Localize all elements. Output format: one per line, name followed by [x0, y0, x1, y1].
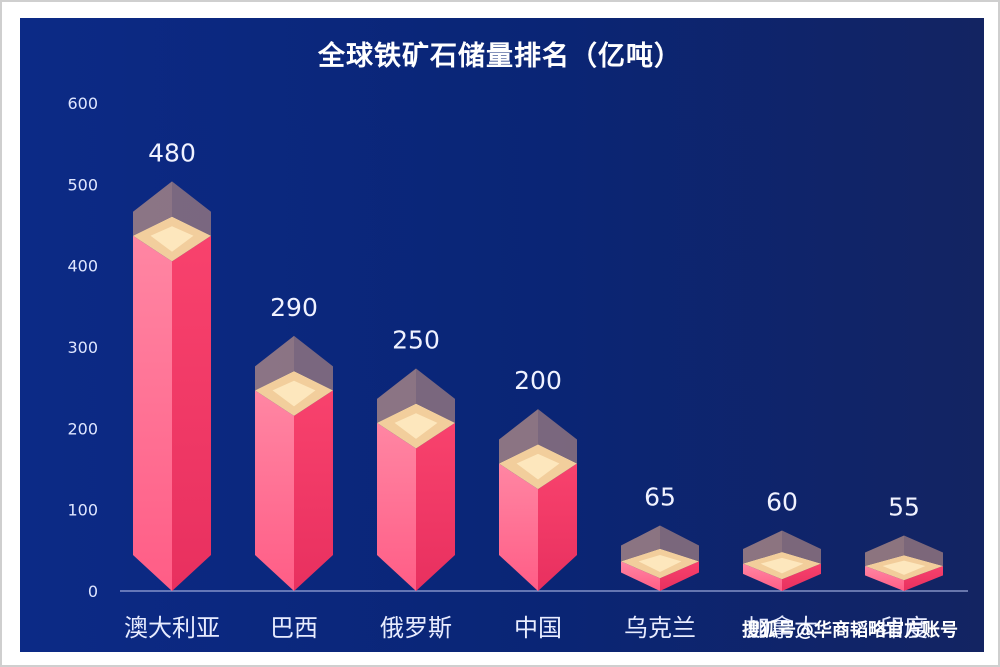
bar — [743, 530, 821, 591]
bar-cap-right — [904, 535, 943, 566]
bar-cap-left — [377, 368, 416, 423]
x-tick-label: 巴西 — [270, 614, 318, 642]
data-label: 55 — [888, 493, 920, 522]
bar-right-face — [294, 390, 333, 591]
data-label: 65 — [644, 482, 676, 511]
bar-right-face — [904, 565, 943, 591]
bar — [865, 535, 943, 591]
bar — [499, 409, 577, 591]
bar-right-face — [538, 463, 577, 591]
bar-right-face — [782, 563, 821, 591]
bar-cap-left — [133, 181, 172, 236]
x-tick-label: 加拿大 — [746, 614, 818, 642]
y-tick-label: 0 — [88, 582, 98, 601]
x-tick-label: 中国 — [514, 614, 562, 642]
bar-cap-right — [416, 368, 455, 423]
bar-cap-right — [294, 335, 333, 391]
chart-title: 全球铁矿石储量排名（亿吨） — [318, 41, 682, 72]
x-tick-label: 乌克兰 — [624, 614, 696, 642]
bar-cap-right — [538, 409, 577, 464]
bar-top-highlight — [760, 557, 804, 574]
bar — [255, 335, 333, 591]
y-tick-label: 400 — [67, 257, 98, 276]
bar-cap-right — [660, 525, 699, 562]
y-tick-label: 200 — [67, 419, 98, 438]
bar-top-highlight — [150, 226, 194, 252]
data-label: 60 — [766, 487, 798, 516]
bar-top-highlight — [638, 555, 682, 572]
bar — [377, 368, 455, 591]
bar-left-face — [377, 422, 416, 591]
y-tick-label: 500 — [67, 175, 98, 194]
bar-left-face — [621, 561, 660, 591]
chart-panel: 全球铁矿石储量排名（亿吨） 0 100 200 300 400 500 600 480 澳大利… — [20, 18, 984, 652]
bar-left-face — [499, 463, 538, 591]
bar-left-face — [743, 563, 782, 591]
x-tick-label: 印度 — [880, 614, 928, 642]
bar-cap-right — [782, 530, 821, 564]
bar-top-highlight — [516, 453, 560, 480]
bar-chart: 0 100 200 300 400 500 600 480 澳大利亚 290 巴西 250 俄罗斯 20… — [67, 94, 968, 642]
y-tick-label: 600 — [67, 94, 98, 113]
data-label: 290 — [270, 293, 318, 322]
data-label: 200 — [514, 366, 562, 395]
bar-right-face — [416, 422, 455, 591]
y-tick-label: 300 — [67, 338, 98, 357]
bar-cap-left — [621, 525, 660, 562]
bar-right-face — [660, 561, 699, 591]
bar-cap-left — [499, 409, 538, 464]
bar-left-face — [255, 390, 294, 591]
bar-top-highlight — [394, 413, 438, 439]
bar-top-highlight — [882, 560, 926, 575]
bar-cap-left — [743, 530, 782, 564]
bar-cap-right — [172, 181, 211, 236]
x-tick-label: 俄罗斯 — [380, 614, 452, 642]
y-tick-label: 100 — [67, 501, 98, 520]
bar-top-highlight — [272, 380, 316, 407]
bar-right-face — [172, 235, 211, 592]
data-label: 250 — [392, 325, 440, 354]
bar — [621, 525, 699, 591]
bar-cap-left — [865, 535, 904, 566]
bar — [133, 181, 211, 592]
watermark: 搜狐号@华商韬略官方账号 — [742, 620, 958, 641]
x-tick-label: 澳大利亚 — [124, 614, 220, 642]
bar-cap-left — [255, 335, 294, 391]
bar-left-face — [865, 565, 904, 591]
data-label: 480 — [148, 138, 196, 167]
bar-left-face — [133, 235, 172, 592]
